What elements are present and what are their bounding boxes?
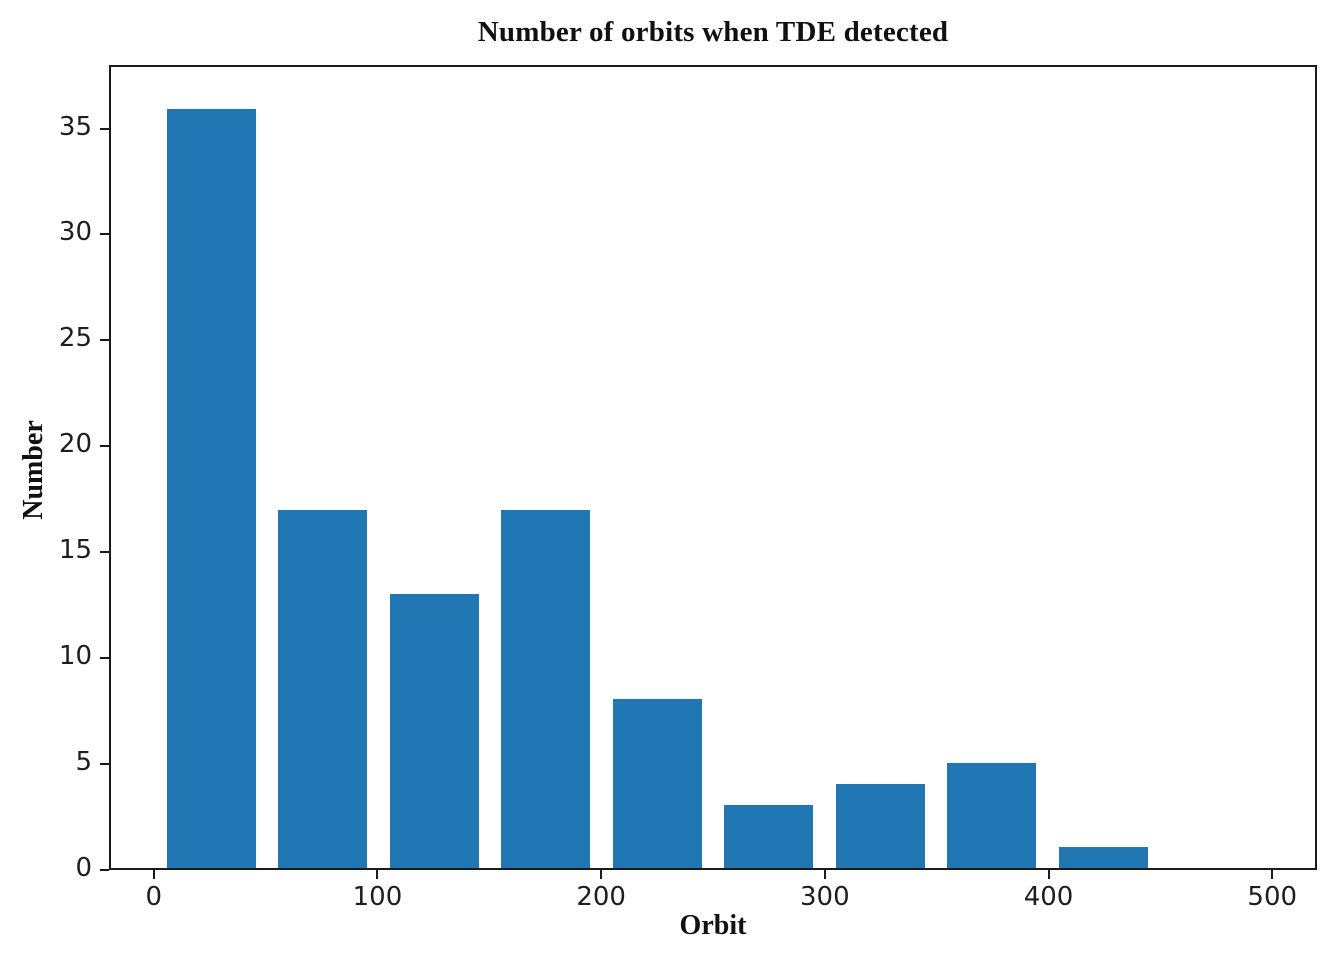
y-tick-label: 15 <box>58 535 92 566</box>
bar <box>947 762 1037 868</box>
y-tick-label: 10 <box>58 641 92 672</box>
bar <box>501 509 591 868</box>
y-tick-mark <box>100 233 109 236</box>
y-tick-label: 0 <box>75 853 92 883</box>
bar <box>278 509 368 868</box>
x-tick-label: 100 <box>352 882 403 912</box>
y-tick-mark <box>100 869 109 871</box>
x-tick-mark <box>1271 870 1274 879</box>
chart-title: Number of orbits when TDE detected <box>477 16 949 48</box>
y-tick-mark <box>100 657 109 660</box>
y-tick-label: 25 <box>58 323 92 354</box>
y-tick-label: 30 <box>58 217 92 248</box>
x-tick-mark <box>152 870 155 879</box>
bar <box>166 109 256 868</box>
y-tick-mark <box>100 763 109 766</box>
bar <box>612 699 702 868</box>
bar <box>724 804 814 868</box>
x-tick-label: 300 <box>800 882 850 912</box>
x-tick-mark <box>376 870 379 879</box>
x-tick-label: 400 <box>1023 882 1074 912</box>
bar <box>835 783 925 868</box>
bar <box>389 593 479 868</box>
x-tick-mark <box>600 870 603 879</box>
y-tick-label: 35 <box>58 111 92 142</box>
y-tick-mark <box>100 445 109 448</box>
x-tick-label: 0 <box>145 882 162 912</box>
y-tick-label: 5 <box>75 747 92 778</box>
y-tick-mark <box>100 551 109 554</box>
x-axis-label: Orbit <box>679 910 747 941</box>
x-tick-label: 200 <box>576 882 626 912</box>
y-tick-label: 20 <box>58 429 92 460</box>
bar <box>1058 846 1148 868</box>
y-tick-mark <box>100 339 109 342</box>
plot-area <box>109 65 1317 870</box>
x-tick-mark <box>1047 870 1050 879</box>
x-tick-mark <box>823 870 826 879</box>
x-tick-label: 500 <box>1247 882 1298 912</box>
y-tick-mark <box>100 127 109 130</box>
